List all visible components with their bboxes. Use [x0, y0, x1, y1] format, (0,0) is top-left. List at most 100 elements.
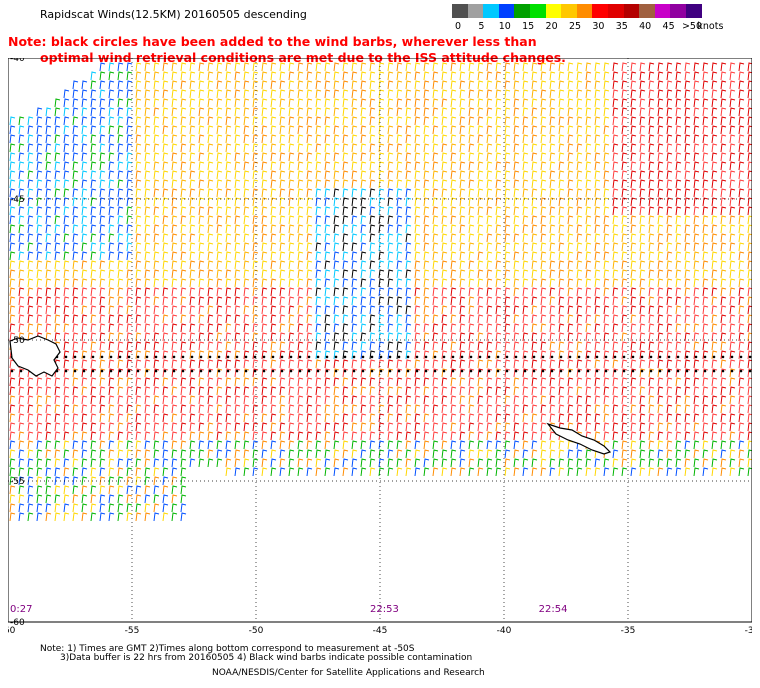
wind-barb [333, 206, 340, 216]
wind-barb [18, 413, 25, 423]
wind-barb [171, 215, 178, 225]
wind-barb [630, 251, 637, 261]
wind-barb [540, 467, 547, 477]
wind-barb [108, 242, 115, 252]
wind-barb [585, 287, 592, 297]
wind-barb [108, 71, 115, 81]
wind-barb [630, 431, 637, 441]
wind-barb [639, 296, 646, 306]
wind-barb [198, 287, 205, 297]
wind-barb [252, 341, 259, 351]
wind-barb [135, 350, 142, 360]
wind-barb [45, 242, 52, 252]
wind-barb [279, 89, 286, 99]
wind-barb [540, 98, 547, 108]
wind-barb [81, 467, 88, 477]
wind-barb [288, 89, 295, 99]
wind-barb [513, 287, 520, 297]
wind-barb [414, 215, 421, 225]
wind-barb [144, 440, 151, 450]
wind-barb [324, 395, 331, 405]
wind-barb [396, 350, 403, 360]
wind-barb [234, 125, 241, 135]
wind-barb [9, 161, 16, 171]
wind-barb [693, 179, 700, 189]
wind-barb [216, 161, 223, 171]
wind-barb [117, 80, 124, 90]
wind-barb [738, 278, 745, 288]
wind-barb [711, 458, 718, 468]
wind-barb [90, 287, 97, 297]
wind-barb [288, 323, 295, 333]
wind-barb [612, 161, 619, 171]
wind-barb [513, 179, 520, 189]
wind-barb [369, 377, 376, 387]
wind-barb [657, 431, 664, 441]
wind-barb [108, 449, 115, 459]
contamination-marker [442, 369, 446, 373]
wind-barb [441, 341, 448, 351]
wind-barb [459, 188, 466, 198]
wind-barb [342, 125, 349, 135]
wind-barb [297, 287, 304, 297]
wind-barb [333, 431, 340, 441]
colorbar-swatch [561, 4, 578, 18]
wind-barb [405, 62, 412, 72]
wind-barb [441, 242, 448, 252]
wind-barb [684, 449, 691, 459]
wind-barb [693, 107, 700, 117]
wind-barb [153, 251, 160, 261]
wind-barb [108, 305, 115, 315]
wind-barb [99, 494, 106, 504]
wind-barb [630, 314, 637, 324]
wind-barb [396, 395, 403, 405]
wind-barb [504, 197, 511, 207]
wind-barb [621, 188, 628, 198]
wind-barb [630, 71, 637, 81]
wind-barb [468, 206, 475, 216]
wind-barb [360, 242, 367, 252]
wind-barb [594, 233, 601, 243]
wind-barb [387, 224, 394, 234]
wind-barb [666, 89, 673, 99]
wind-barb [459, 134, 466, 144]
wind-barb [18, 440, 25, 450]
wind-barb [612, 89, 619, 99]
wind-barb [144, 80, 151, 90]
wind-barb [675, 116, 682, 126]
wind-barb [261, 233, 268, 243]
wind-barb [306, 215, 313, 225]
wind-barb [81, 188, 88, 198]
wind-barb [558, 107, 565, 117]
wind-barb [612, 242, 619, 252]
wind-barb [720, 467, 727, 477]
wind-barb [252, 260, 259, 270]
wind-barb [558, 323, 565, 333]
wind-barb [549, 440, 556, 450]
wind-barb [630, 269, 637, 279]
wind-barb [450, 440, 457, 450]
wind-barb [477, 341, 484, 351]
wind-barb [171, 179, 178, 189]
wind-barb [297, 377, 304, 387]
wind-barb [342, 269, 349, 279]
wind-barb [54, 125, 61, 135]
wind-barb [81, 368, 88, 378]
wind-barb [360, 62, 367, 72]
wind-barb [585, 152, 592, 162]
wind-barb [450, 287, 457, 297]
wind-barb [495, 143, 502, 153]
wind-barb [351, 215, 358, 225]
wind-barb [144, 215, 151, 225]
wind-barb [270, 170, 277, 180]
wind-barb [72, 359, 79, 369]
wind-barb [117, 377, 124, 387]
wind-barb [243, 80, 250, 90]
wind-barb [234, 431, 241, 441]
wind-barb [522, 260, 529, 270]
wind-barb [45, 197, 52, 207]
wind-barb [270, 305, 277, 315]
wind-barb [459, 170, 466, 180]
wind-barb [261, 449, 268, 459]
wind-barb [126, 494, 133, 504]
